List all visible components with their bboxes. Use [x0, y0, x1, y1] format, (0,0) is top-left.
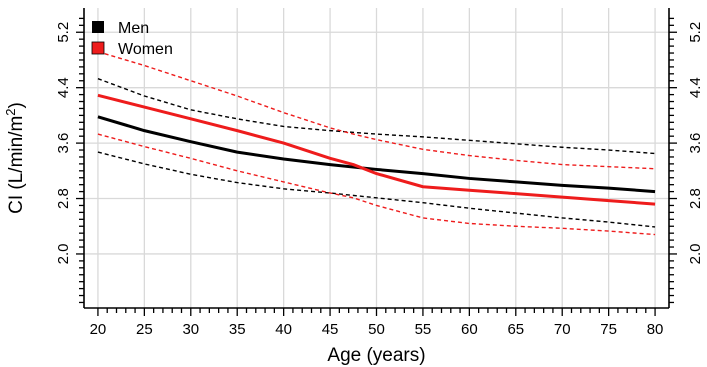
x-tick-label: 30 [182, 321, 199, 338]
legend-swatch-men [92, 21, 104, 33]
legend: Men Women [91, 20, 173, 58]
grid [84, 8, 669, 308]
men-mean-line [97, 115, 656, 194]
series-layer [97, 50, 656, 236]
women-lower-ci-line [97, 133, 656, 236]
x-tick-label: 25 [136, 321, 153, 338]
legend-label-men: Men [118, 20, 149, 37]
y-tick-label-right: 3.6 [687, 133, 704, 154]
y-tick-label-left: 5.2 [55, 22, 72, 43]
x-tick-label: 65 [507, 321, 524, 338]
men-upper-ci-line [97, 78, 656, 155]
y-tick-label-left: 3.6 [55, 133, 72, 154]
legend-label-women: Women [118, 41, 173, 58]
y-axis-label: CI (L/min/m2) [3, 102, 27, 214]
y-axis-label-close: ) [6, 102, 27, 108]
x-axis-label: Age (years) [327, 345, 425, 366]
x-tick-label: 75 [600, 321, 617, 338]
x-tick-label: 50 [368, 321, 385, 338]
y-tick-label-left: 2.0 [55, 244, 72, 265]
ticks: 20 25 30 35 40 45 50 55 60 65 70 75 80 2.0 2.0 2.8 2.8 3.… [55, 17, 704, 338]
y-axis-label-main: CI (L/min/m [6, 116, 27, 214]
y-tick-label-right: 5.2 [687, 22, 704, 43]
men-lower-ci-line [97, 151, 656, 228]
women-upper-ci-line [97, 50, 656, 170]
x-tick-label: 20 [90, 321, 107, 338]
y-tick-label-right: 2.8 [687, 188, 704, 209]
x-tick-label: 55 [415, 321, 432, 338]
y-tick-label-right: 2.0 [687, 244, 704, 265]
y-tick-label-left: 2.8 [55, 188, 72, 209]
women-mean-line [97, 93, 656, 206]
x-tick-label: 35 [229, 321, 246, 338]
y-tick-label-left: 4.4 [55, 77, 72, 98]
x-tick-label: 60 [461, 321, 478, 338]
x-tick-label: 40 [275, 321, 292, 338]
x-tick-label: 45 [322, 321, 339, 338]
x-tick-label: 80 [647, 321, 664, 338]
x-tick-label: 70 [554, 321, 571, 338]
legend-swatch-women [91, 41, 105, 55]
y-tick-label-right: 4.4 [687, 77, 704, 98]
y-axis-label-sup: 2 [3, 108, 18, 115]
